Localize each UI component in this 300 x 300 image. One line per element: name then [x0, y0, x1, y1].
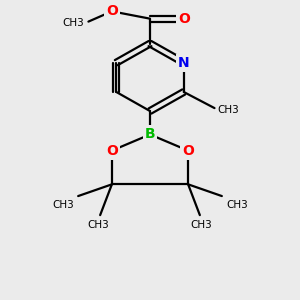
Text: N: N — [178, 56, 190, 70]
Text: CH3: CH3 — [88, 220, 110, 230]
Text: CH3: CH3 — [226, 200, 248, 211]
Text: O: O — [182, 144, 194, 158]
Text: CH3: CH3 — [190, 220, 212, 230]
Text: O: O — [106, 144, 118, 158]
Text: B: B — [145, 128, 155, 142]
Text: CH3: CH3 — [218, 105, 239, 115]
Text: O: O — [178, 12, 190, 26]
Text: CH3: CH3 — [62, 18, 84, 28]
Text: CH3: CH3 — [52, 200, 74, 211]
Text: O: O — [106, 4, 118, 18]
